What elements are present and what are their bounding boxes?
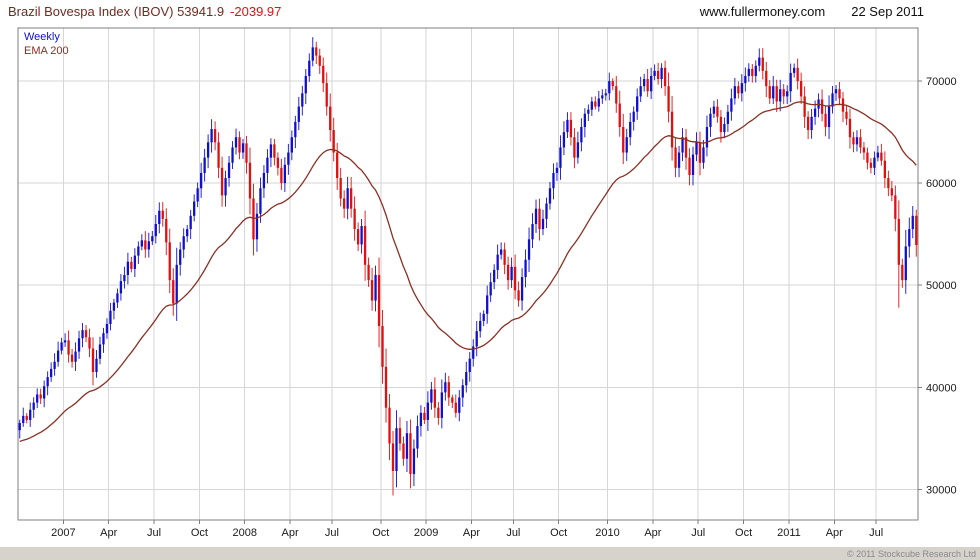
svg-text:Jul: Jul [691, 527, 705, 539]
footer-bar: © 2011 Stockcube Research Ltd [0, 547, 980, 560]
title-group: Brazil Bovespa Index (IBOV) 53941.9 -203… [8, 4, 281, 19]
header-right-group: www.fullermoney.com 22 Sep 2011 [700, 4, 924, 19]
svg-text:50000: 50000 [926, 280, 957, 292]
svg-text:Apr: Apr [826, 527, 843, 539]
chart-header: Brazil Bovespa Index (IBOV) 53941.9 -203… [0, 0, 980, 22]
svg-text:70000: 70000 [926, 76, 957, 88]
chart-legend: Weekly EMA 200 [24, 30, 69, 58]
chart-area: 30000 40000 50000 60000 70000 2007 Apr Jul Oct 20… [0, 22, 980, 547]
svg-text:2007: 2007 [51, 527, 75, 539]
svg-text:Jul: Jul [147, 527, 161, 539]
ema-legend-label: EMA 200 [24, 45, 69, 57]
chart-date: 22 Sep 2011 [851, 3, 924, 19]
price-change: -2039.97 [230, 3, 282, 19]
svg-text:Oct: Oct [191, 527, 208, 539]
chart-title: Brazil Bovespa Index (IBOV) 53941.9 [8, 3, 225, 19]
svg-text:Apr: Apr [463, 527, 480, 539]
svg-text:Apr: Apr [100, 527, 117, 539]
svg-text:Oct: Oct [550, 527, 567, 539]
svg-text:Oct: Oct [372, 527, 389, 539]
svg-text:2008: 2008 [233, 527, 257, 539]
svg-text:Apr: Apr [282, 527, 299, 539]
svg-text:2010: 2010 [595, 527, 619, 539]
svg-text:60000: 60000 [926, 178, 957, 190]
candlestick-chart: 30000 40000 50000 60000 70000 2007 Apr Jul Oct 20… [17, 27, 957, 539]
svg-text:Oct: Oct [735, 527, 752, 539]
svg-text:Apr: Apr [644, 527, 661, 539]
svg-text:2009: 2009 [414, 527, 438, 539]
svg-text:Jul: Jul [325, 527, 339, 539]
copyright-notice: © 2011 Stockcube Research Ltd [846, 548, 976, 559]
svg-text:Jul: Jul [869, 527, 883, 539]
svg-text:30000: 30000 [926, 484, 957, 496]
svg-text:40000: 40000 [926, 382, 957, 394]
svg-text:2011: 2011 [777, 527, 801, 539]
svg-text:Jul: Jul [506, 527, 520, 539]
fullermoney-label: www.fullermoney.com [699, 3, 826, 19]
timeframe-label: Weekly [24, 31, 60, 43]
